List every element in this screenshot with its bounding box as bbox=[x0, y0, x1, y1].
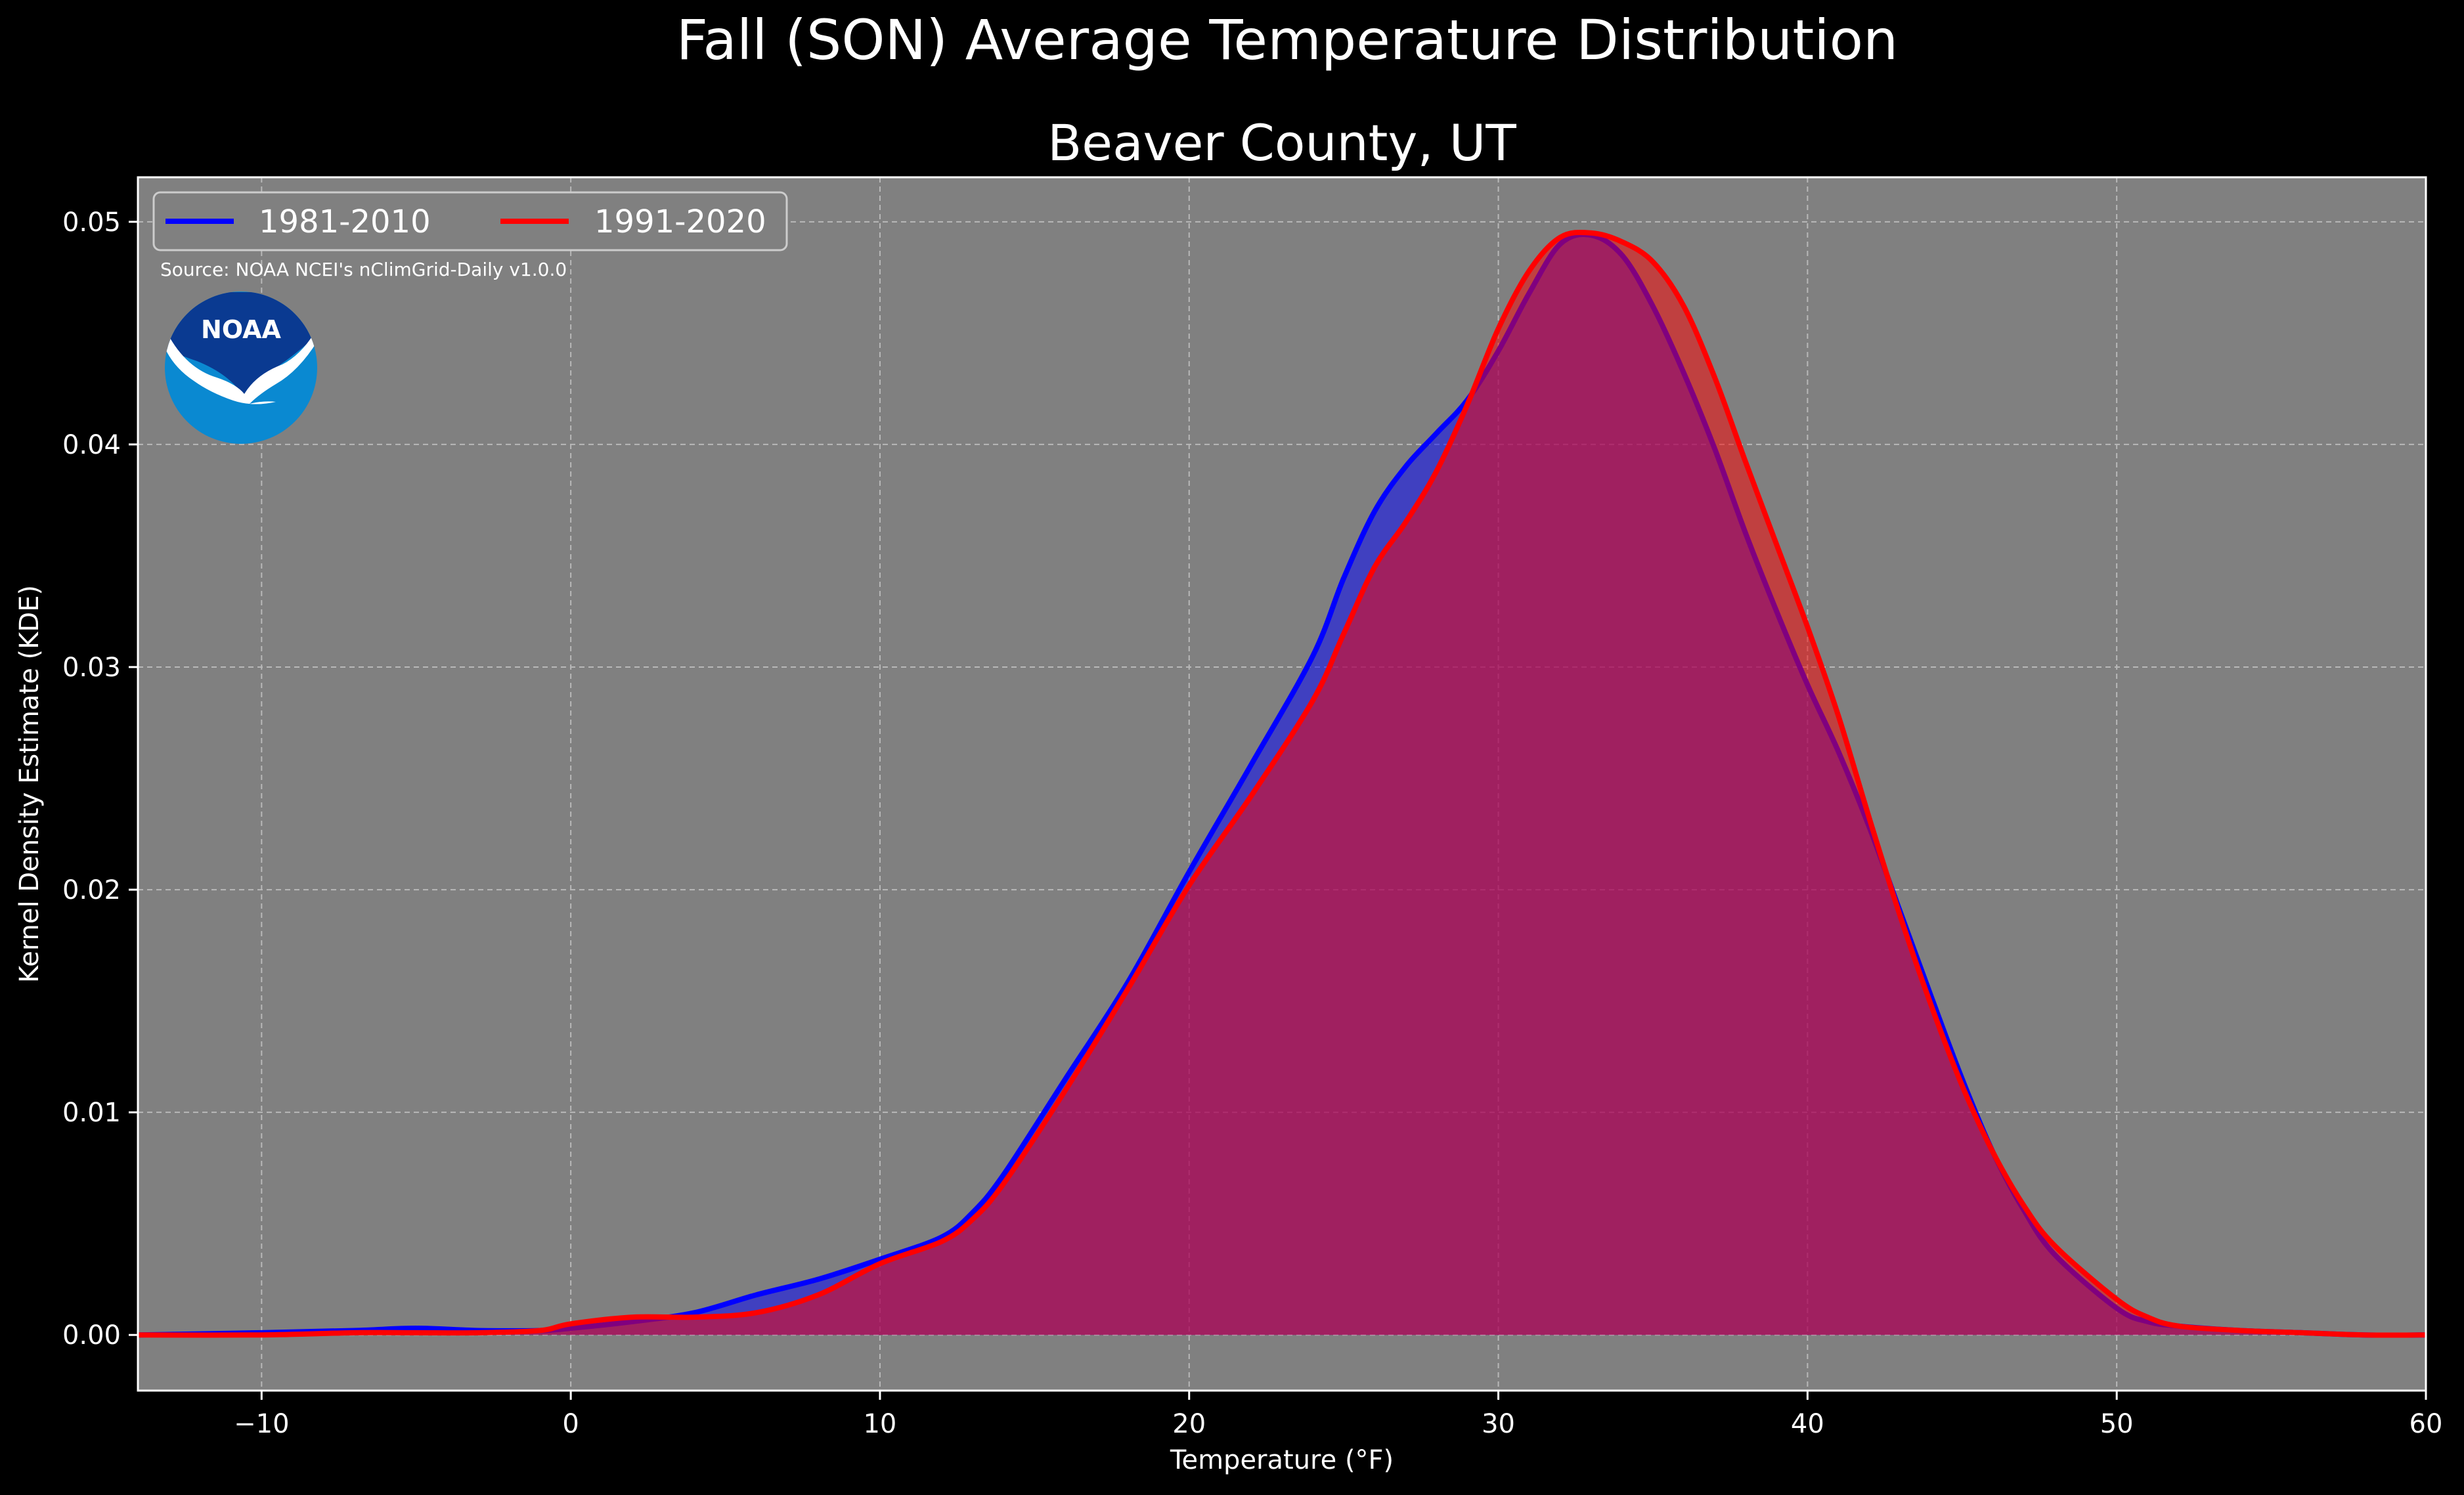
plot-frame bbox=[137, 176, 2427, 1392]
x-tick-label-4: 30 bbox=[1482, 1409, 1515, 1439]
series-layer bbox=[137, 229, 2427, 1338]
y-tick-label-2: 0.02 bbox=[62, 875, 121, 905]
y-tick-label-0: 0.00 bbox=[62, 1320, 121, 1351]
x-axis-ticks: −10 0 10 20 30 40 50 60 bbox=[234, 1391, 2442, 1439]
legend-label-1981-2010: 1981-2010 bbox=[259, 204, 431, 240]
legend-box bbox=[152, 191, 788, 251]
x-tick-label-5: 40 bbox=[1791, 1409, 1824, 1439]
x-tick-label-7: 60 bbox=[2409, 1409, 2443, 1439]
y-tick-label-3: 0.03 bbox=[62, 653, 121, 683]
y-tick-label-1: 0.01 bbox=[62, 1098, 121, 1128]
x-tick-label-2: 10 bbox=[863, 1409, 896, 1439]
x-axis-label: Temperature (°F) bbox=[1170, 1445, 1394, 1475]
source-note: Source: NOAA NCEI's nClimGrid-Daily v1.0… bbox=[160, 259, 567, 280]
y-axis-ticks: 0.00 0.01 0.02 0.03 0.04 0.05 bbox=[62, 207, 138, 1351]
x-tick-label-3: 20 bbox=[1172, 1409, 1206, 1439]
legend: 1981-2010 1991-2020 bbox=[152, 191, 788, 251]
chart-title: Fall (SON) Average Temperature Distribut… bbox=[676, 8, 1898, 72]
y-tick-label-4: 0.04 bbox=[62, 430, 121, 460]
series-area-1991-2020 bbox=[138, 232, 2426, 1335]
y-axis-label: Kernel Density Estimate (KDE) bbox=[14, 585, 45, 983]
x-tick-label-6: 50 bbox=[2100, 1409, 2134, 1439]
x-tick-label-1: 0 bbox=[562, 1409, 579, 1439]
chart-subtitle: Beaver County, UT bbox=[1047, 114, 1516, 172]
noaa-logo-text: NOAA bbox=[201, 315, 281, 344]
x-tick-label-0: −10 bbox=[234, 1409, 289, 1439]
noaa-logo-icon: NOAA bbox=[165, 292, 317, 444]
y-tick-label-5: 0.05 bbox=[62, 207, 121, 238]
series-line-1991-2020 bbox=[137, 229, 2427, 1338]
legend-label-1991-2020: 1991-2020 bbox=[594, 204, 766, 240]
